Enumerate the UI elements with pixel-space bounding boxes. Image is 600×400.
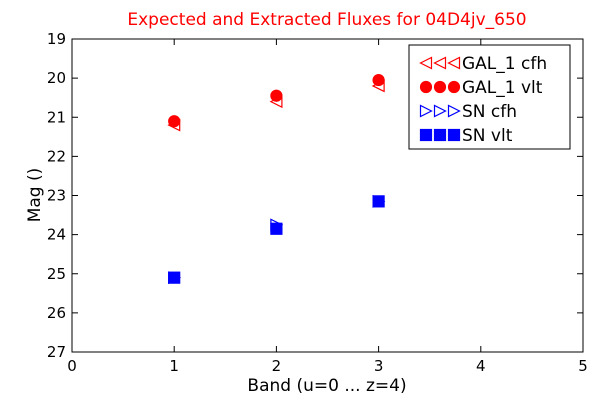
legend-marker — [447, 80, 461, 94]
data-point-sn-vlt — [372, 195, 385, 208]
legend-marker — [433, 80, 447, 94]
legend-label: GAL_1 vlt — [462, 78, 543, 98]
plot-area — [71, 38, 584, 353]
x-tick-label: 0 — [67, 357, 77, 375]
y-tick-label: 26 — [47, 304, 66, 322]
legend-label: SN cfh — [462, 102, 517, 122]
y-tick-label: 27 — [47, 343, 66, 361]
legend-marker — [447, 104, 461, 118]
legend-marker — [433, 128, 447, 142]
x-axis-label: Band (u=0 ... z=4) — [247, 376, 406, 396]
legend-label: GAL_1 cfh — [462, 54, 547, 74]
y-tick-label: 20 — [47, 69, 66, 87]
legend-marker — [447, 56, 461, 70]
data-point-gal-1-vlt — [270, 89, 283, 102]
legend-marker — [433, 56, 447, 70]
y-tick-label: 24 — [47, 226, 66, 244]
legend-marker — [419, 104, 433, 118]
legend-marker — [419, 56, 433, 70]
legend-marker — [447, 128, 461, 142]
legend-marker — [419, 128, 433, 142]
legend-marker — [433, 104, 447, 118]
legend-item: GAL_1 cfh — [419, 54, 547, 74]
x-tick-label: 1 — [169, 357, 179, 375]
x-tick-label: 2 — [272, 357, 282, 375]
legend-item: SN cfh — [419, 102, 517, 122]
legend-label: SN vlt — [462, 126, 513, 146]
data-point-gal-1-vlt — [168, 115, 181, 128]
y-tick-label: 21 — [47, 108, 66, 126]
y-tick-label: 22 — [47, 147, 66, 165]
y-tick-label: 23 — [47, 187, 66, 205]
chart-title: Expected and Extracted Fluxes for 04D4jv… — [127, 10, 526, 30]
data-point-sn-vlt — [168, 271, 181, 284]
x-tick-label: 5 — [578, 357, 588, 375]
data-point-gal-1-vlt — [372, 73, 385, 87]
legend: GAL_1 cfh GAL_1 vlt SN cfh SN vlt — [408, 44, 571, 150]
legend-item: SN vlt — [419, 126, 513, 146]
data-point-sn-vlt — [270, 222, 283, 235]
x-tick-label: 3 — [374, 357, 384, 375]
legend-marker — [419, 80, 433, 94]
legend-item: GAL_1 vlt — [419, 78, 543, 98]
x-tick-label: 4 — [476, 357, 486, 375]
y-tick-label: 19 — [47, 30, 66, 48]
y-axis-label: Mag () — [25, 168, 45, 223]
y-tick-label: 25 — [47, 265, 66, 283]
